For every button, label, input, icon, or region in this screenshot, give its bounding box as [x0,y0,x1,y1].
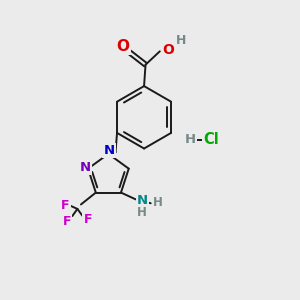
Text: H: H [184,133,196,146]
Text: F: F [83,213,92,226]
Text: H: H [137,206,147,219]
Text: N: N [137,194,148,207]
Text: H: H [176,34,187,46]
Text: F: F [63,215,71,228]
Text: O: O [116,39,130,54]
Text: N: N [103,144,115,158]
Text: N: N [80,161,91,174]
Text: H: H [153,196,163,209]
Text: F: F [61,199,70,212]
Text: O: O [162,43,174,57]
Text: Cl: Cl [203,132,219,147]
